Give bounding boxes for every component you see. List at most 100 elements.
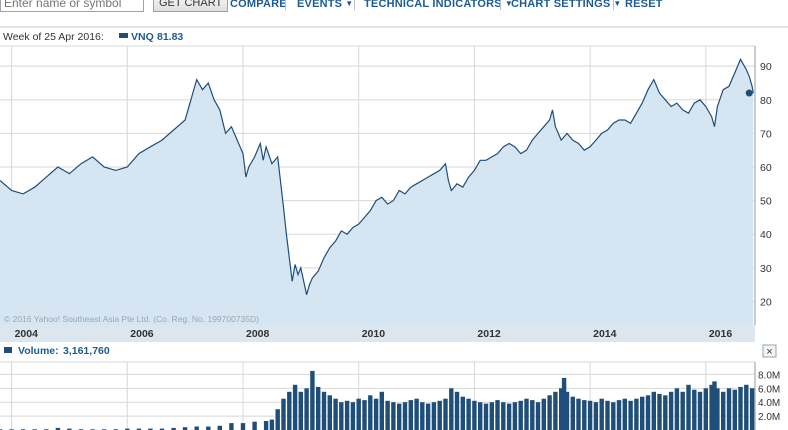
volume-bar [622, 398, 627, 430]
volume-bar [668, 391, 674, 430]
toolbar-divider [500, 0, 501, 10]
volume-bar [721, 391, 726, 430]
technical-indicators-caret-icon: ▼ [504, 0, 513, 8]
volume-bar [171, 427, 176, 430]
volume-bar [553, 391, 558, 430]
price-marker[interactable] [745, 89, 753, 97]
volume-close-box [762, 344, 777, 358]
volume-bar [472, 400, 477, 430]
volume-bar [501, 402, 506, 430]
volume-bar [391, 402, 396, 430]
volume-bar [125, 428, 130, 430]
volume-bar [263, 421, 269, 430]
volume-bar [605, 400, 610, 430]
volume-bar [148, 428, 153, 430]
symbol-search-input[interactable] [0, 0, 144, 12]
technical-indicators-menu[interactable]: TECHNICAL INDICATORS ▼ [364, 0, 513, 12]
x-tick-label: 2016 [709, 328, 733, 340]
x-tick-label: 2014 [593, 328, 617, 340]
x-axis-band [0, 325, 755, 342]
price-tick-label: 60 [760, 162, 772, 174]
chart-settings-label: CHART SETTINGS [511, 0, 611, 10]
volume-bar [304, 388, 309, 430]
volume-bar [408, 400, 413, 430]
volume-bar [206, 426, 211, 430]
price-area-fill [0, 59, 754, 326]
volume-bar [454, 391, 460, 430]
volume-bar [316, 386, 321, 430]
volume-bar [645, 395, 651, 430]
price-tick-label: 50 [760, 196, 772, 208]
toolbar-divider [285, 0, 286, 10]
volume-bar [136, 428, 142, 430]
volume-bar [489, 402, 494, 430]
volume-bar [663, 395, 668, 430]
volume-bar [559, 388, 564, 430]
volume-bar [229, 423, 234, 430]
volume-tick-label: 6.0M [758, 384, 780, 395]
volume-bar [333, 398, 338, 430]
price-tick-label: 80 [760, 95, 772, 107]
volume-bar [561, 377, 567, 430]
volume-bar [547, 395, 552, 430]
volume-bar [466, 398, 471, 430]
series-swatch-icon [119, 33, 128, 38]
volume-bar [350, 402, 356, 430]
volume-bar [530, 400, 535, 430]
volume-bar [535, 402, 541, 430]
volume-bar [582, 400, 587, 430]
volume-bar [703, 388, 708, 430]
week-label: Week of 25 Apr 2016: [3, 31, 104, 43]
volume-bar [640, 396, 645, 430]
toolbar-divider [613, 0, 614, 10]
chart-canvas: Week of 25 Apr 2016: VNQ 81.83 20 30 40 50 6… [0, 26, 788, 430]
volume-tick-label: 8.0M [758, 370, 780, 381]
volume-bar [397, 403, 402, 430]
volume-bar [564, 391, 570, 430]
volume-bar [402, 402, 408, 430]
volume-bar [379, 391, 384, 430]
x-axis: 2004 2006 2008 2010 2012 2014 2016 [15, 328, 733, 340]
volume-bar [217, 425, 222, 430]
series-symbol: VNQ [131, 31, 154, 43]
volume-bar [518, 400, 523, 430]
x-tick-label: 2006 [130, 328, 154, 340]
volume-bar [680, 391, 685, 430]
volume-bar [616, 400, 622, 430]
volume-bar [420, 402, 425, 430]
get-chart-button[interactable]: GET CHART [153, 0, 229, 12]
events-caret-icon: ▼ [345, 0, 354, 8]
volume-bar [368, 395, 373, 430]
volume-bar [495, 400, 500, 430]
volume-bar [593, 402, 599, 430]
volume-bar [327, 395, 332, 430]
volume-bar [443, 398, 448, 430]
reset-label: RESET [625, 0, 663, 10]
events-menu[interactable]: EVENTS ▼ [297, 0, 353, 12]
volume-bar [252, 421, 257, 430]
volume-bar [362, 400, 367, 430]
x-tick-label: 2012 [477, 328, 501, 340]
reset-button[interactable]: RESET [625, 0, 663, 11]
price-line [0, 58, 754, 295]
price-tick-label: 90 [760, 61, 772, 73]
events-label: EVENTS [297, 0, 343, 10]
volume-bar [651, 391, 656, 430]
chart-toolbar: GET CHART COMPARE EVENTS▼ TECHNICAL INDI… [0, 0, 788, 14]
volume-bar [709, 384, 714, 430]
volume-bar [749, 388, 755, 430]
volume-bar [298, 391, 303, 430]
volume-close-button[interactable]: × [762, 344, 777, 358]
compare-button[interactable]: COMPARE [230, 0, 287, 11]
volume-bar [159, 428, 165, 430]
chart-settings-menu[interactable]: CHART SETTINGS ▼ [511, 0, 621, 12]
volume-bar [726, 388, 732, 430]
volume-bar [182, 427, 188, 430]
x-tick-label: 2010 [362, 328, 386, 340]
volume-bar [425, 403, 431, 430]
volume-bar [541, 398, 546, 430]
volume-bar [732, 389, 737, 430]
volume-bar [657, 393, 662, 430]
volume-bar [287, 391, 292, 430]
volume-tick-label: 2.0M [758, 412, 780, 423]
